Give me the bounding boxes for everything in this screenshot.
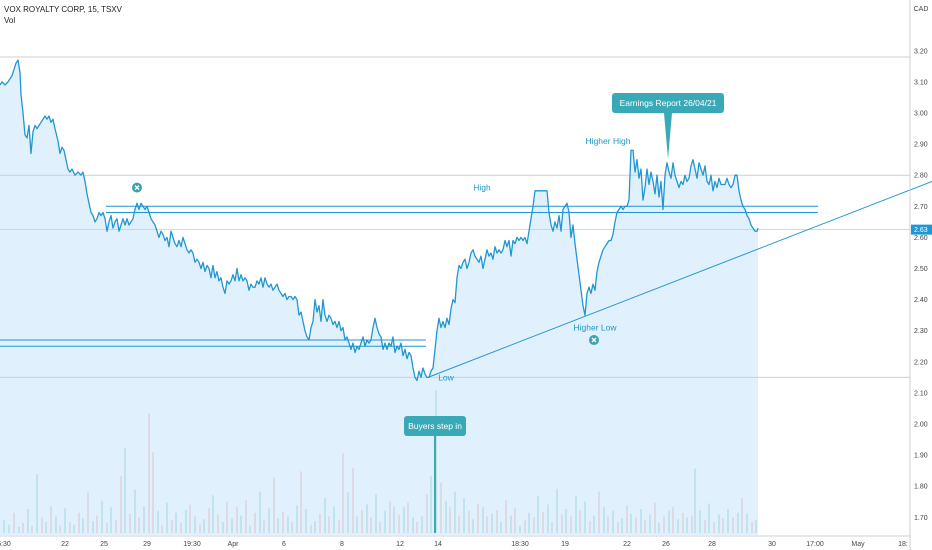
price-line-group xyxy=(0,59,759,382)
trendline-group xyxy=(427,180,932,378)
chart-legend: VOX ROYALTY CORP, 15, TSXV Vol xyxy=(4,4,122,26)
callout-box: Earnings Report 26/04/21 xyxy=(612,93,724,159)
annotation-label: High xyxy=(473,183,491,193)
annotation-label: Higher Low xyxy=(574,323,618,333)
x-tick-label: 25 xyxy=(100,541,108,548)
x-tick-label: 22 xyxy=(623,541,631,548)
y-tick-label: 2.50 xyxy=(914,266,928,273)
volume-label: Vol xyxy=(4,16,16,25)
x-marker-icon xyxy=(589,335,599,346)
price-line xyxy=(0,59,759,382)
callout-label: Buyers step in xyxy=(408,421,462,431)
y-tick-label: 3.10 xyxy=(914,79,928,86)
x-tick-label: 12 xyxy=(396,541,404,548)
x-tick-label: 18:30 xyxy=(511,541,529,548)
y-tick-label: 3.00 xyxy=(914,111,928,118)
callout-box: Buyers step in xyxy=(404,416,466,533)
x-tick-label: 26 xyxy=(662,541,670,548)
x-tick-label: 18: xyxy=(898,541,908,548)
y-tick-label: 2.80 xyxy=(914,173,928,180)
y-tick-label: 2.60 xyxy=(914,235,928,242)
y-tick-label: 2.40 xyxy=(914,297,928,304)
x-tick-label: 17:00 xyxy=(806,541,824,548)
x-tick-label: 19 xyxy=(561,541,569,548)
horizontal-levels xyxy=(0,56,910,378)
y-tick-label: 3.20 xyxy=(914,48,928,55)
y-tick-label: 2.20 xyxy=(914,359,928,366)
y-tick-label: 2.90 xyxy=(914,142,928,149)
y-tick-label: 1.80 xyxy=(914,484,928,491)
y-tick-label: 1.70 xyxy=(914,515,928,522)
x-tick-label: Apr xyxy=(228,541,240,548)
x-marker-icon xyxy=(132,182,142,193)
x-tick-label: 14 xyxy=(434,541,442,548)
y-tick-label: 2.10 xyxy=(914,390,928,397)
y-tick-label: 2.70 xyxy=(914,204,928,211)
x-tick-label: 6:30 xyxy=(0,541,11,548)
x-tick-label: 19:30 xyxy=(183,541,201,548)
x-tick-label: 29 xyxy=(143,541,151,548)
last-price-tag: 2.63 xyxy=(911,224,932,235)
x-tick-label: 6 xyxy=(282,541,286,548)
y-tick-label: 2.00 xyxy=(914,422,928,429)
callout-label: Earnings Report 26/04/21 xyxy=(620,98,717,108)
symbol-label: VOX ROYALTY CORP, 15, TSXV xyxy=(4,5,122,14)
annotation-label: Low xyxy=(438,372,454,382)
x-tick-label: 8 xyxy=(340,541,344,548)
y-tick-label: 2.30 xyxy=(914,328,928,335)
annotations: High Higher High Higher Low Low Earnings Rep… xyxy=(132,93,724,533)
annotation-label: Higher High xyxy=(586,136,631,146)
x-tick-label: 22 xyxy=(61,541,69,548)
price-area xyxy=(0,60,758,535)
price-area-fill xyxy=(0,60,758,535)
last-price-label: 2.63 xyxy=(914,227,928,234)
x-tick-label: 28 xyxy=(708,541,716,548)
x-tick-label: 30 xyxy=(768,541,776,548)
currency-label: CAD xyxy=(914,6,929,13)
trendline xyxy=(427,180,932,378)
x-tick-label: May xyxy=(851,541,865,548)
y-tick-label: 1.90 xyxy=(914,453,928,460)
